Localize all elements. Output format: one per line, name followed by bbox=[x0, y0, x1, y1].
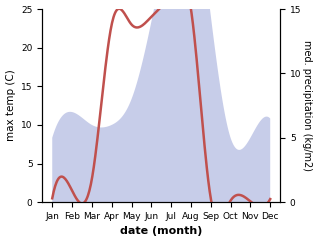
X-axis label: date (month): date (month) bbox=[120, 227, 203, 236]
Y-axis label: max temp (C): max temp (C) bbox=[5, 70, 16, 142]
Y-axis label: med. precipitation (kg/m2): med. precipitation (kg/m2) bbox=[302, 40, 313, 171]
